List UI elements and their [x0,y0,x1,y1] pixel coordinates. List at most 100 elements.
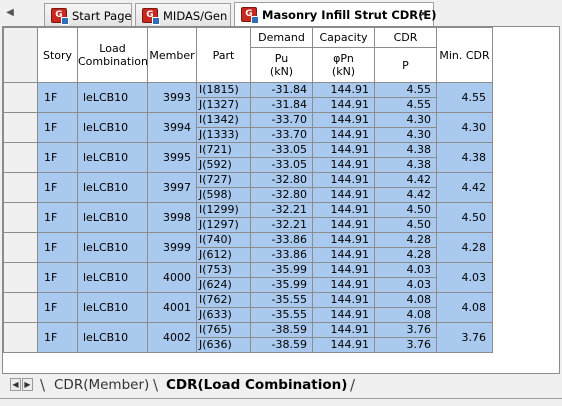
cell-pu[interactable]: -32.21 [250,217,313,233]
cell-pu[interactable]: -35.99 [250,262,313,278]
cell-cdr[interactable]: 4.42 [374,187,437,203]
header-story[interactable]: Story [37,27,78,83]
cell-cdr[interactable]: 4.42 [374,172,437,188]
cell-pu[interactable]: -35.99 [250,277,313,293]
cell-cdr[interactable]: 4.50 [374,217,437,233]
table-row[interactable]: 1F leLCB10 3994 I(1342) -33.70 144.91 4.30 4.30 [3,112,493,143]
header-member[interactable]: Member [147,27,197,83]
cell-load-combination[interactable]: leLCB10 [77,172,148,203]
cell-cdr[interactable]: 4.28 [374,232,437,248]
cell-cdr[interactable]: 4.55 [374,82,437,98]
cell-cdr[interactable]: 4.28 [374,247,437,263]
header-capacity[interactable]: Capacity [312,27,375,48]
row-header[interactable] [3,142,38,173]
cell-part[interactable]: I(762) [196,292,251,308]
cell-story[interactable]: 1F [37,82,78,113]
cell-pu[interactable]: -32.80 [250,172,313,188]
cell-cdr[interactable]: 4.38 [374,142,437,158]
cell-cdr[interactable]: 4.38 [374,157,437,173]
table-row[interactable]: J(633) -35.55 144.91 4.08 [4,307,493,323]
table-row[interactable]: J(1297) -32.21 144.91 4.50 [4,217,493,233]
row-header[interactable] [3,292,38,323]
cell-phipn[interactable]: 144.91 [312,337,375,353]
cell-cdr[interactable]: 4.08 [374,307,437,323]
cell-pu[interactable]: -33.70 [250,112,313,128]
cell-part[interactable]: J(624) [196,277,251,293]
cell-load-combination[interactable]: leLCB10 [77,262,148,293]
cell-part[interactable]: I(1299) [196,202,251,218]
cell-part[interactable]: J(633) [196,307,251,323]
row-header[interactable] [3,322,38,353]
cell-story[interactable]: 1F [37,112,78,143]
cell-phipn[interactable]: 144.91 [312,127,375,143]
table-row[interactable]: J(1327) -31.84 144.91 4.55 [4,97,493,113]
cell-part[interactable]: J(612) [196,247,251,263]
cell-cdr[interactable]: 4.50 [374,202,437,218]
cell-phipn[interactable]: 144.91 [312,172,375,188]
cell-member[interactable]: 3995 [147,142,197,173]
cell-cdr[interactable]: 4.55 [374,97,437,113]
cell-pu[interactable]: -33.70 [250,127,313,143]
cell-story[interactable]: 1F [37,262,78,293]
cell-part[interactable]: J(592) [196,157,251,173]
cell-member[interactable]: 3999 [147,232,197,263]
cell-story[interactable]: 1F [37,142,78,173]
triangle-left-icon[interactable]: ◀ [6,7,14,18]
cell-phipn[interactable]: 144.91 [312,232,375,248]
cell-story[interactable]: 1F [37,292,78,323]
row-header[interactable] [3,262,38,293]
cell-pu[interactable]: -35.55 [250,307,313,323]
results-grid[interactable]: Story Load Combination Member Part Deman… [2,26,560,374]
row-header[interactable] [3,172,38,203]
cell-pu[interactable]: -33.05 [250,157,313,173]
cell-phipn[interactable]: 144.91 [312,157,375,173]
cell-part[interactable]: J(1327) [196,97,251,113]
cell-load-combination[interactable]: leLCB10 [77,82,148,113]
cell-member[interactable]: 4002 [147,322,197,353]
cell-member[interactable]: 4000 [147,262,197,293]
header-phipn[interactable]: φPn (kN) [312,47,375,83]
sheet-tab-cdr-load-combination[interactable]: CDR(Load Combination) [166,377,348,393]
cell-pu[interactable]: -31.84 [250,97,313,113]
cell-story[interactable]: 1F [37,322,78,353]
table-row[interactable]: 1F leLCB10 4001 I(762) -35.55 144.91 4.08 4.08 [3,292,493,323]
cell-part[interactable]: I(721) [196,142,251,158]
cell-load-combination[interactable]: leLCB10 [77,292,148,323]
row-header[interactable] [3,202,38,233]
tab-midas-gen[interactable]: G MIDAS/Gen [135,3,231,26]
cell-pu[interactable]: -35.55 [250,292,313,308]
cell-story[interactable]: 1F [37,202,78,233]
cell-min-cdr[interactable]: 4.03 [436,262,493,293]
cell-pu[interactable]: -33.05 [250,142,313,158]
cell-pu[interactable]: -32.21 [250,202,313,218]
table-row[interactable]: 1F leLCB10 3998 I(1299) -32.21 144.91 4.50 4.50 [3,202,493,233]
cell-phipn[interactable]: 144.91 [312,247,375,263]
sheet-tab-cdr-member[interactable]: CDR(Member) [54,377,150,393]
cell-part[interactable]: J(598) [196,187,251,203]
cell-pu[interactable]: -38.59 [250,337,313,353]
cell-phipn[interactable]: 144.91 [312,97,375,113]
cell-part[interactable]: I(1342) [196,112,251,128]
header-min-cdr[interactable]: Min. CDR [436,27,493,83]
cell-load-combination[interactable]: leLCB10 [77,322,148,353]
cell-cdr[interactable]: 4.30 [374,127,437,143]
cell-pu[interactable]: -31.84 [250,82,313,98]
cell-cdr[interactable]: 3.76 [374,322,437,338]
table-row[interactable]: 1F leLCB10 3997 I(727) -32.80 144.91 4.42 4.42 [3,172,493,203]
cell-cdr[interactable]: 4.03 [374,262,437,278]
cell-phipn[interactable]: 144.91 [312,112,375,128]
table-row[interactable]: 1F leLCB10 4002 I(765) -38.59 144.91 3.76 3.76 [3,322,493,353]
cell-load-combination[interactable]: leLCB10 [77,142,148,173]
header-load-combination[interactable]: Load Combination [77,27,148,83]
cell-phipn[interactable]: 144.91 [312,277,375,293]
cell-min-cdr[interactable]: 4.50 [436,202,493,233]
table-row[interactable]: 1F leLCB10 3999 I(740) -33.86 144.91 4.28 4.28 [3,232,493,263]
cell-pu[interactable]: -38.59 [250,322,313,338]
close-icon[interactable]: ✕ [417,7,428,21]
cell-load-combination[interactable]: leLCB10 [77,112,148,143]
cell-cdr[interactable]: 3.76 [374,337,437,353]
cell-load-combination[interactable]: leLCB10 [77,202,148,233]
table-row[interactable]: J(598) -32.80 144.91 4.42 [4,187,493,203]
cell-cdr[interactable]: 4.03 [374,277,437,293]
cell-phipn[interactable]: 144.91 [312,202,375,218]
